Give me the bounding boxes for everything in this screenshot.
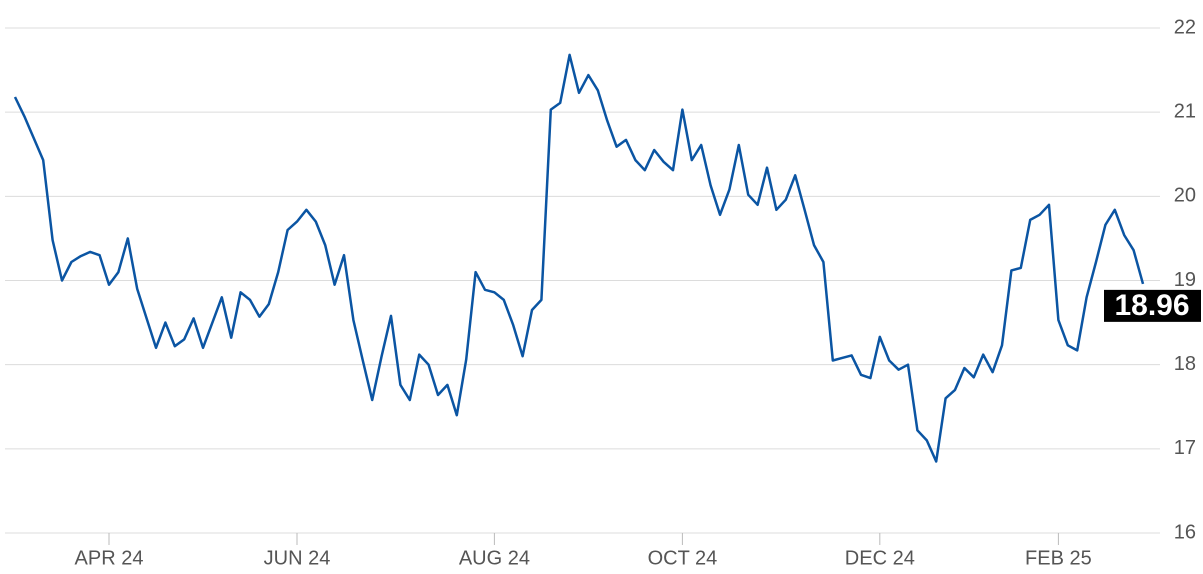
y-tick-label: 22 [1174, 16, 1196, 38]
x-tick-label: APR 24 [75, 547, 144, 569]
y-tick-label: 16 [1174, 521, 1196, 543]
last-value-box [1104, 289, 1201, 322]
x-tick-label: FEB 25 [1025, 547, 1092, 569]
y-tick-label: 19 [1174, 269, 1196, 291]
price-line [13, 53, 1145, 463]
x-tick-label: JUN 24 [264, 547, 331, 569]
x-tick-label: OCT 24 [648, 547, 718, 569]
x-tick-label: AUG 24 [459, 547, 530, 569]
y-tick-label: 20 [1174, 185, 1196, 207]
x-tick-label: DEC 24 [845, 547, 915, 569]
y-tick-label: 18 [1174, 353, 1196, 375]
y-tick-label: 17 [1174, 437, 1196, 459]
last-value-label: 18.96 [1114, 289, 1189, 322]
y-tick-label: 21 [1174, 100, 1196, 122]
